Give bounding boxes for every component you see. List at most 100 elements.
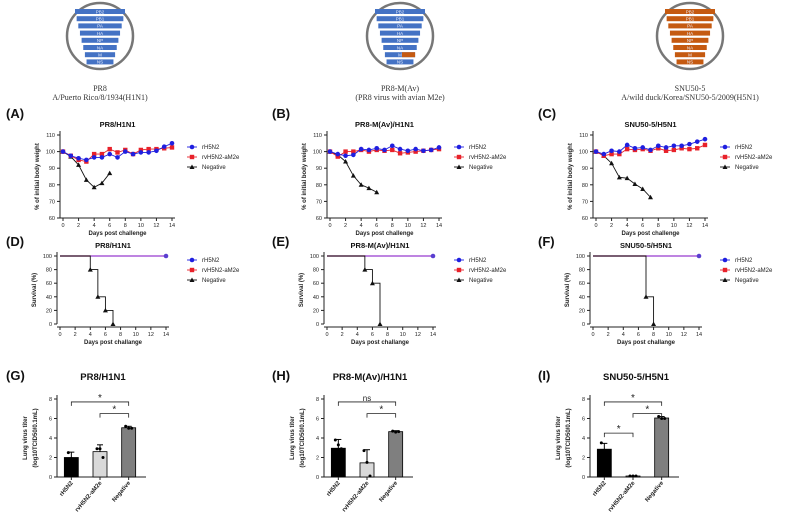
rvh5n2-am2e-marker [722, 154, 728, 160]
negative-marker [110, 321, 116, 326]
rh5n2-marker [624, 142, 630, 148]
segment-pb2 [75, 9, 125, 14]
significance-bracket [70, 401, 130, 406]
rvh5n2-am2e-marker [695, 146, 700, 151]
virus-caption-pr8-m-av: PR8-M(Av) (PR8 virus with avian M2e) [270, 84, 530, 102]
segment-ha [379, 30, 421, 36]
rh5n2-marker [161, 144, 167, 149]
x-tick-label: 4 [356, 332, 359, 338]
rvh5n2-am2e-marker [351, 149, 356, 154]
legend-item-negative: Negative [720, 277, 759, 284]
y-tick-label: 6 [49, 417, 52, 423]
y-tick-label: 70 [316, 199, 322, 205]
negative-marker [369, 280, 375, 286]
x-tick-label: 6 [375, 223, 378, 229]
rh5n2-marker [68, 153, 74, 159]
rh5n2-marker [343, 153, 348, 159]
data-point [362, 449, 366, 453]
negative-marker [374, 189, 380, 195]
series-line-negative [593, 255, 655, 324]
segment-label: NP [397, 38, 403, 43]
negative-marker [616, 174, 622, 180]
segment-m [84, 52, 116, 58]
rvh5n2-am2e-marker [169, 145, 175, 150]
data-point [391, 429, 395, 433]
y-axis-label: Survival (%) [299, 273, 305, 307]
legend-item-negative: Negative [187, 164, 226, 171]
negative-marker [107, 170, 113, 176]
data-point [628, 474, 632, 478]
virus-caption-pr8: PR8 A/Puerto Rico/8/1934(H1N1) [0, 84, 230, 102]
x-tick-label: 14 [163, 332, 169, 338]
rh5n2-marker [671, 143, 677, 149]
legend-label: Negative [202, 165, 226, 171]
rh5n2-marker [722, 144, 728, 150]
legend-label: rH5N2 [469, 145, 487, 151]
rh5n2-marker [436, 145, 442, 150]
legend-label: Negative [202, 278, 226, 284]
legend-item-rvh5n2-am2e: rvH5N2-aM2e [454, 267, 507, 274]
x-tick-label: 0 [325, 332, 328, 338]
x-tick-label: 10 [405, 223, 411, 229]
segment-label: HA [687, 31, 693, 36]
x-tick-label: 0 [58, 332, 61, 338]
rh5n2-marker [687, 141, 692, 147]
rh5n2-marker [609, 148, 614, 154]
y-tick-label: 60 [579, 281, 585, 287]
chart-title: SNU50-5/H5N1 [603, 372, 670, 383]
data-point [602, 450, 606, 454]
legend-item-rvh5n2-am2e: rvH5N2-aM2e [187, 154, 240, 161]
x-tick-label: 4 [626, 223, 629, 229]
y-tick-label: 8 [49, 397, 52, 403]
y-axis-label: % of initial body weight [35, 143, 41, 210]
rh5n2-marker [351, 152, 356, 158]
segment-label: PB1 [686, 17, 695, 22]
data-point [98, 447, 102, 451]
segment-m [674, 52, 706, 58]
legend-item-rh5n2: rH5N2 [720, 144, 753, 151]
negative-marker [651, 321, 657, 326]
y-tick-label: 100 [313, 150, 322, 156]
y-tick-label: 60 [46, 281, 52, 287]
y-tick-label: 90 [49, 166, 55, 172]
rh5n2-marker [405, 148, 411, 154]
rvh5n2-am2e-marker [722, 267, 728, 273]
rvh5n2-am2e-marker [138, 147, 144, 153]
x-tick-label: 2 [344, 223, 347, 229]
x-tick-label: 2 [74, 332, 77, 338]
rh5n2-marker [163, 253, 169, 259]
rh5n2-marker [115, 155, 120, 160]
x-tick-label: 10 [133, 332, 139, 338]
panel-label-i: (I) [538, 368, 551, 383]
segment-na [383, 45, 417, 50]
negative-marker [722, 277, 728, 282]
significance-label: * [112, 405, 116, 416]
y-tick-label: 80 [49, 183, 55, 189]
rvh5n2-am2e-marker [115, 150, 120, 155]
segment-label: NS [97, 60, 103, 65]
x-tick-label: rvH5N2-aM2e [74, 480, 103, 513]
negative-marker [643, 294, 649, 299]
y-axis-label: Lung virus titer [23, 416, 29, 460]
rh5n2-marker [702, 136, 708, 142]
rh5n2-marker [189, 144, 195, 150]
x-tick-label: 4 [93, 223, 96, 229]
bar-negative [388, 431, 404, 478]
segment-np [671, 37, 709, 43]
legend-label: Negative [469, 165, 493, 171]
rh5n2-marker [358, 146, 364, 152]
rh5n2-marker [335, 151, 341, 157]
y-tick-label: 60 [316, 216, 322, 222]
x-axis-label: Days post challange [84, 340, 143, 346]
segment-label: PB2 [686, 9, 695, 14]
x-tick-label: 0 [591, 332, 594, 338]
x-tick-label: 10 [138, 223, 144, 229]
virus-strain: A/wild duck/Korea/SNU50-5/2009(H5N1) [621, 93, 759, 102]
x-tick-label: Negative [645, 480, 666, 504]
virus-strain: A/Puerto Rico/8/1934(H1N1) [52, 93, 148, 102]
chart-title: PR8-M(Av)/H1N1 [333, 372, 408, 383]
data-point [95, 447, 99, 451]
data-point [397, 430, 401, 434]
data-point [130, 426, 134, 430]
